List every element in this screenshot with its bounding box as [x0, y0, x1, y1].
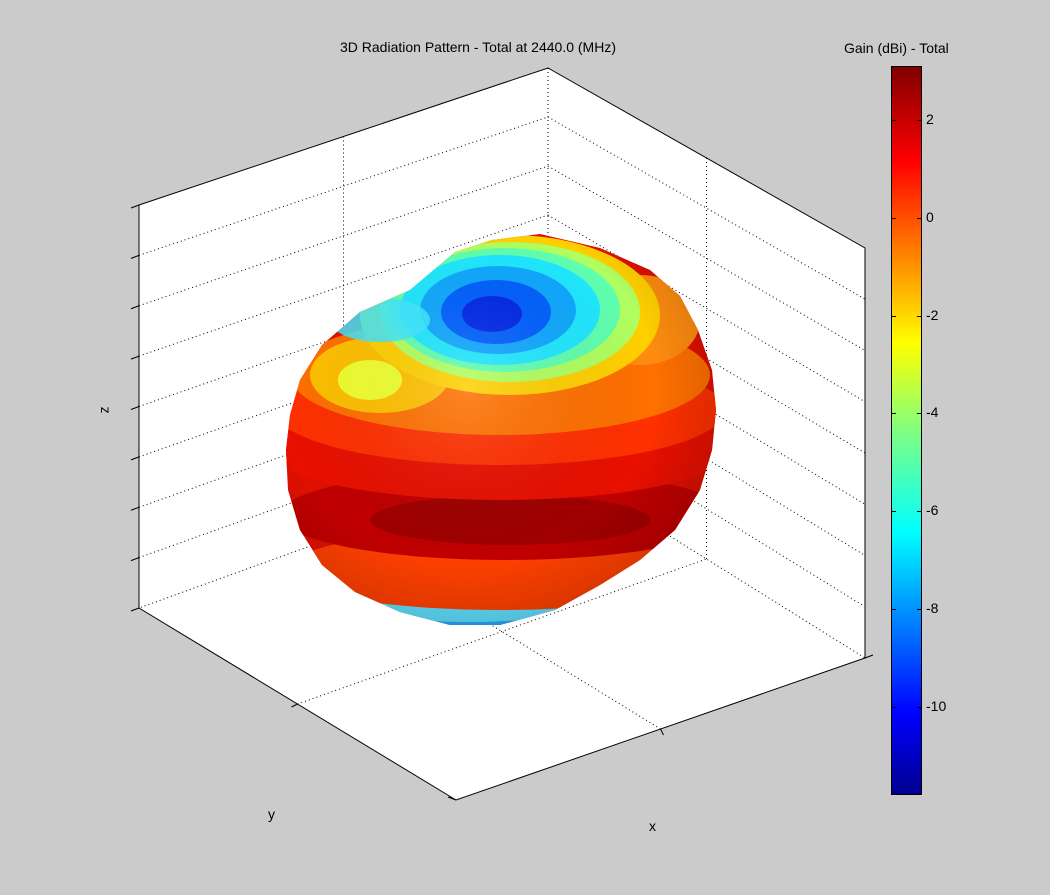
- floor-gridline-y: [297, 558, 707, 705]
- colorbar-tick-label: 2: [926, 110, 934, 127]
- colorbar-tick-mark: [917, 511, 922, 513]
- colorbar-tick-mark: [891, 413, 896, 415]
- z-tick: [130, 557, 140, 562]
- colorbar-title: Gain (dBi) - Total: [844, 40, 949, 56]
- y-axis-label: y: [268, 806, 275, 822]
- x-axis-label: x: [649, 818, 656, 834]
- z-tick: [130, 254, 140, 259]
- colorbar-tick-mark: [917, 413, 922, 415]
- z-tick: [130, 355, 140, 360]
- colorbar-tick-mark: [891, 315, 896, 317]
- z-tick: [130, 506, 140, 511]
- colorbar-tick-label: 0: [926, 208, 934, 225]
- colorbar-tick-mark: [891, 706, 896, 708]
- z-gridline-right-wall: [547, 116, 866, 300]
- z-tick: [130, 204, 140, 209]
- colorbar-tick-mark: [891, 217, 896, 219]
- colorbar-tick-mark: [917, 119, 922, 121]
- colorbar-tick-label: -10: [926, 697, 947, 714]
- chart-title: 3D Radiation Pattern - Total at 2440.0 (…: [340, 39, 616, 55]
- colorbar-tick-mark: [891, 511, 896, 513]
- colorbar-tick-mark: [891, 609, 896, 611]
- z-tick: [130, 305, 140, 310]
- colorbar-tick-mark: [917, 315, 922, 317]
- colorbar-tick-mark: [917, 609, 922, 611]
- y-tick: [447, 796, 457, 801]
- z-tick: [130, 456, 140, 461]
- colorbar-tick-label: -2: [926, 306, 939, 323]
- colorbar: [891, 66, 922, 795]
- colorbar-tick-mark: [891, 119, 896, 121]
- y-tick: [291, 703, 298, 708]
- colorbar-tick-label: -4: [926, 404, 939, 421]
- colorbar-tick-label: -6: [926, 502, 939, 519]
- colorbar-tick-mark: [917, 706, 922, 708]
- x-tick: [864, 654, 874, 659]
- x-tick: [660, 728, 664, 736]
- z-gridline-left-wall: [138, 165, 549, 307]
- z-gridline-right-wall: [547, 312, 866, 505]
- z-axis-label: z: [95, 406, 112, 414]
- z-tick: [130, 607, 140, 612]
- colorbar-tick-label: -8: [926, 600, 939, 617]
- z-gridline-left-wall: [138, 410, 549, 559]
- colorbar-tick-mark: [917, 217, 922, 219]
- z-tick: [130, 406, 140, 410]
- z-gridline-left-wall: [138, 361, 549, 508]
- z-gridline-left-wall: [138, 214, 549, 357]
